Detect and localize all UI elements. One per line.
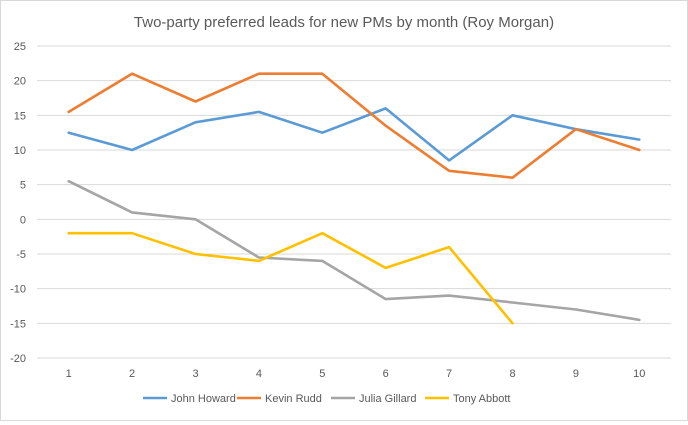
x-tick-label: 6 — [383, 368, 389, 380]
y-tick-label: 0 — [20, 214, 26, 226]
x-tick-label: 7 — [446, 368, 452, 380]
legend-item-john-howard: John Howard — [143, 393, 236, 405]
legend-label: Kevin Rudd — [265, 393, 322, 405]
x-tick-label: 1 — [66, 368, 72, 380]
legend-item-tony-abbott: Tony Abbott — [425, 393, 511, 405]
x-tick-label: 5 — [319, 368, 325, 380]
legend: John Howard Kevin Rudd Julia Gillard Tony A… — [143, 393, 511, 405]
y-tick-label: -5 — [16, 249, 26, 261]
y-tick-label: 15 — [14, 110, 26, 122]
y-axis-labels: 25 20 15 10 5 0 -5 -10 -15 -20 — [10, 41, 26, 365]
gridlines — [37, 45, 671, 359]
series-line-tony-abbott — [67, 231, 514, 325]
legend-label: Julia Gillard — [359, 393, 416, 405]
series-lines — [67, 72, 641, 325]
y-tick-label: 10 — [14, 145, 26, 157]
y-tick-label: 20 — [14, 76, 26, 88]
x-axis-labels: 1 2 3 4 5 6 7 8 9 10 — [66, 368, 646, 380]
y-tick-label: -20 — [10, 353, 26, 365]
y-tick-label: 25 — [14, 41, 26, 53]
x-tick-label: 2 — [129, 368, 135, 380]
x-tick-label: 9 — [573, 368, 579, 380]
chart-title: Two-party preferred leads for new PMs by… — [134, 14, 554, 31]
legend-item-kevin-rudd: Kevin Rudd — [237, 393, 322, 405]
series-line-john-howard — [67, 107, 641, 162]
x-tick-label: 10 — [633, 368, 645, 380]
series-line-julia-gillard — [67, 179, 641, 322]
x-tick-label: 4 — [256, 368, 262, 380]
legend-label: Tony Abbott — [453, 393, 511, 405]
y-tick-label: 5 — [20, 180, 26, 192]
y-tick-label: -15 — [10, 318, 26, 330]
x-tick-label: 3 — [192, 368, 198, 380]
series-line-kevin-rudd — [67, 72, 641, 179]
y-tick-label: -10 — [10, 284, 26, 296]
x-tick-label: 8 — [509, 368, 515, 380]
legend-label: John Howard — [171, 393, 236, 405]
legend-item-julia-gillard: Julia Gillard — [331, 393, 416, 405]
